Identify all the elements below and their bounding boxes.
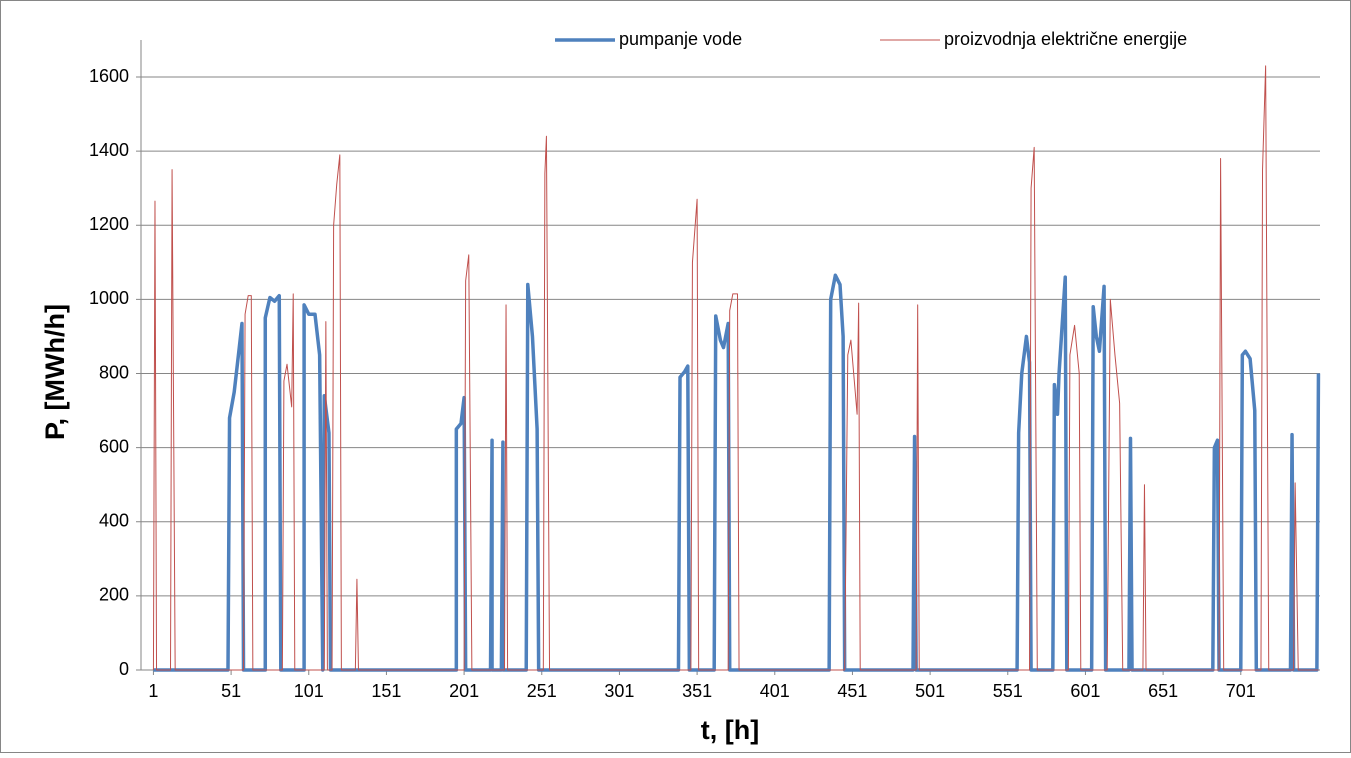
y-tick-label: 0 (119, 659, 129, 679)
y-tick-label: 600 (99, 436, 129, 456)
y-tick-label: 1600 (89, 66, 129, 86)
legend-label: proizvodnja električne energije (944, 29, 1187, 49)
x-tick-label: 251 (527, 681, 557, 701)
x-tick-label: 701 (1226, 681, 1256, 701)
x-tick-label: 601 (1070, 681, 1100, 701)
x-tick-label: 201 (449, 681, 479, 701)
y-tick-label: 200 (99, 585, 129, 605)
y-tick-label: 400 (99, 511, 129, 531)
y-axis-title: P, [MWh/h] (40, 304, 70, 440)
x-tick-label: 651 (1148, 681, 1178, 701)
x-tick-label: 351 (682, 681, 712, 701)
x-tick-label: 301 (604, 681, 634, 701)
y-tick-label: 1200 (89, 214, 129, 234)
x-tick-label: 101 (294, 681, 324, 701)
x-tick-label: 551 (993, 681, 1023, 701)
y-tick-label: 800 (99, 362, 129, 382)
legend-label: pumpanje vode (619, 29, 742, 49)
series-line (152, 65, 1319, 671)
y-tick-label: 1000 (89, 288, 129, 308)
y-tick-label: 1400 (89, 140, 129, 160)
x-tick-label: 151 (371, 681, 401, 701)
x-tick-label: 1 (148, 681, 158, 701)
x-tick-label: 401 (760, 681, 790, 701)
x-tick-label: 451 (837, 681, 867, 701)
x-tick-label: 51 (221, 681, 241, 701)
x-axis-title: t, [h] (701, 715, 759, 745)
x-tick-label: 501 (915, 681, 945, 701)
series-line (153, 273, 1321, 672)
